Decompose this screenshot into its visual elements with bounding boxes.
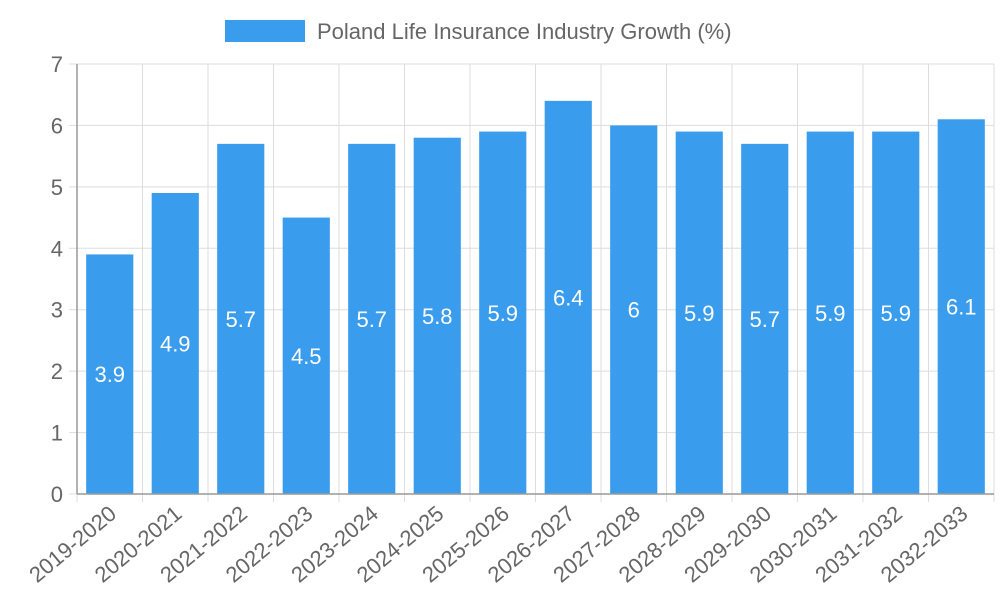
bar-value-label: 5.8: [422, 304, 453, 329]
y-tick-label: 4: [51, 236, 63, 261]
bars: 3.9 4.9 5.7 4.5 5.7 5.8 5.9 6.4 6 5.9 5.7 5.9 5.9 6.1: [86, 100, 985, 495]
y-tick-label: 6: [51, 113, 63, 138]
bar[interactable]: [479, 131, 527, 495]
bar-value-label: 4.9: [160, 332, 191, 357]
y-tick-label: 0: [51, 482, 63, 507]
y-tick-label: 3: [51, 298, 63, 323]
y-tick-label: 5: [51, 175, 63, 200]
bar-value-label: 3.9: [94, 362, 125, 387]
bar[interactable]: [806, 131, 854, 495]
bar-value-label: 5.9: [815, 301, 846, 326]
bar-value-label: 6.1: [946, 295, 977, 320]
legend[interactable]: Poland Life Insurance Industry Growth (%…: [225, 19, 732, 44]
y-tick-label: 7: [51, 52, 63, 77]
bar-value-label: 6.4: [553, 285, 584, 310]
legend-swatch[interactable]: [225, 20, 305, 42]
bar-value-label: 5.9: [684, 301, 715, 326]
bar[interactable]: [872, 131, 920, 495]
bar-value-label: 5.7: [749, 307, 780, 332]
bar[interactable]: [348, 143, 396, 494]
bar-value-label: 4.5: [291, 344, 322, 369]
bar[interactable]: [610, 125, 658, 494]
bar[interactable]: [413, 137, 461, 494]
bar-value-label: 5.9: [487, 301, 518, 326]
bar-value-label: 5.7: [225, 307, 256, 332]
bar[interactable]: [217, 143, 265, 494]
bar[interactable]: [544, 100, 592, 494]
bar[interactable]: [282, 217, 330, 495]
bar[interactable]: [675, 131, 723, 495]
bar[interactable]: [741, 143, 789, 494]
legend-label[interactable]: Poland Life Insurance Industry Growth (%…: [317, 19, 732, 44]
bar-value-label: 6: [628, 298, 640, 323]
bar-value-label: 5.9: [880, 301, 911, 326]
y-tick-label: 1: [51, 421, 63, 446]
bar[interactable]: [151, 193, 199, 494]
grid-lines: [69, 63, 995, 502]
bar[interactable]: [86, 254, 134, 494]
bar-value-label: 5.7: [356, 307, 387, 332]
y-tick-label: 2: [51, 359, 63, 384]
bar[interactable]: [937, 119, 985, 495]
